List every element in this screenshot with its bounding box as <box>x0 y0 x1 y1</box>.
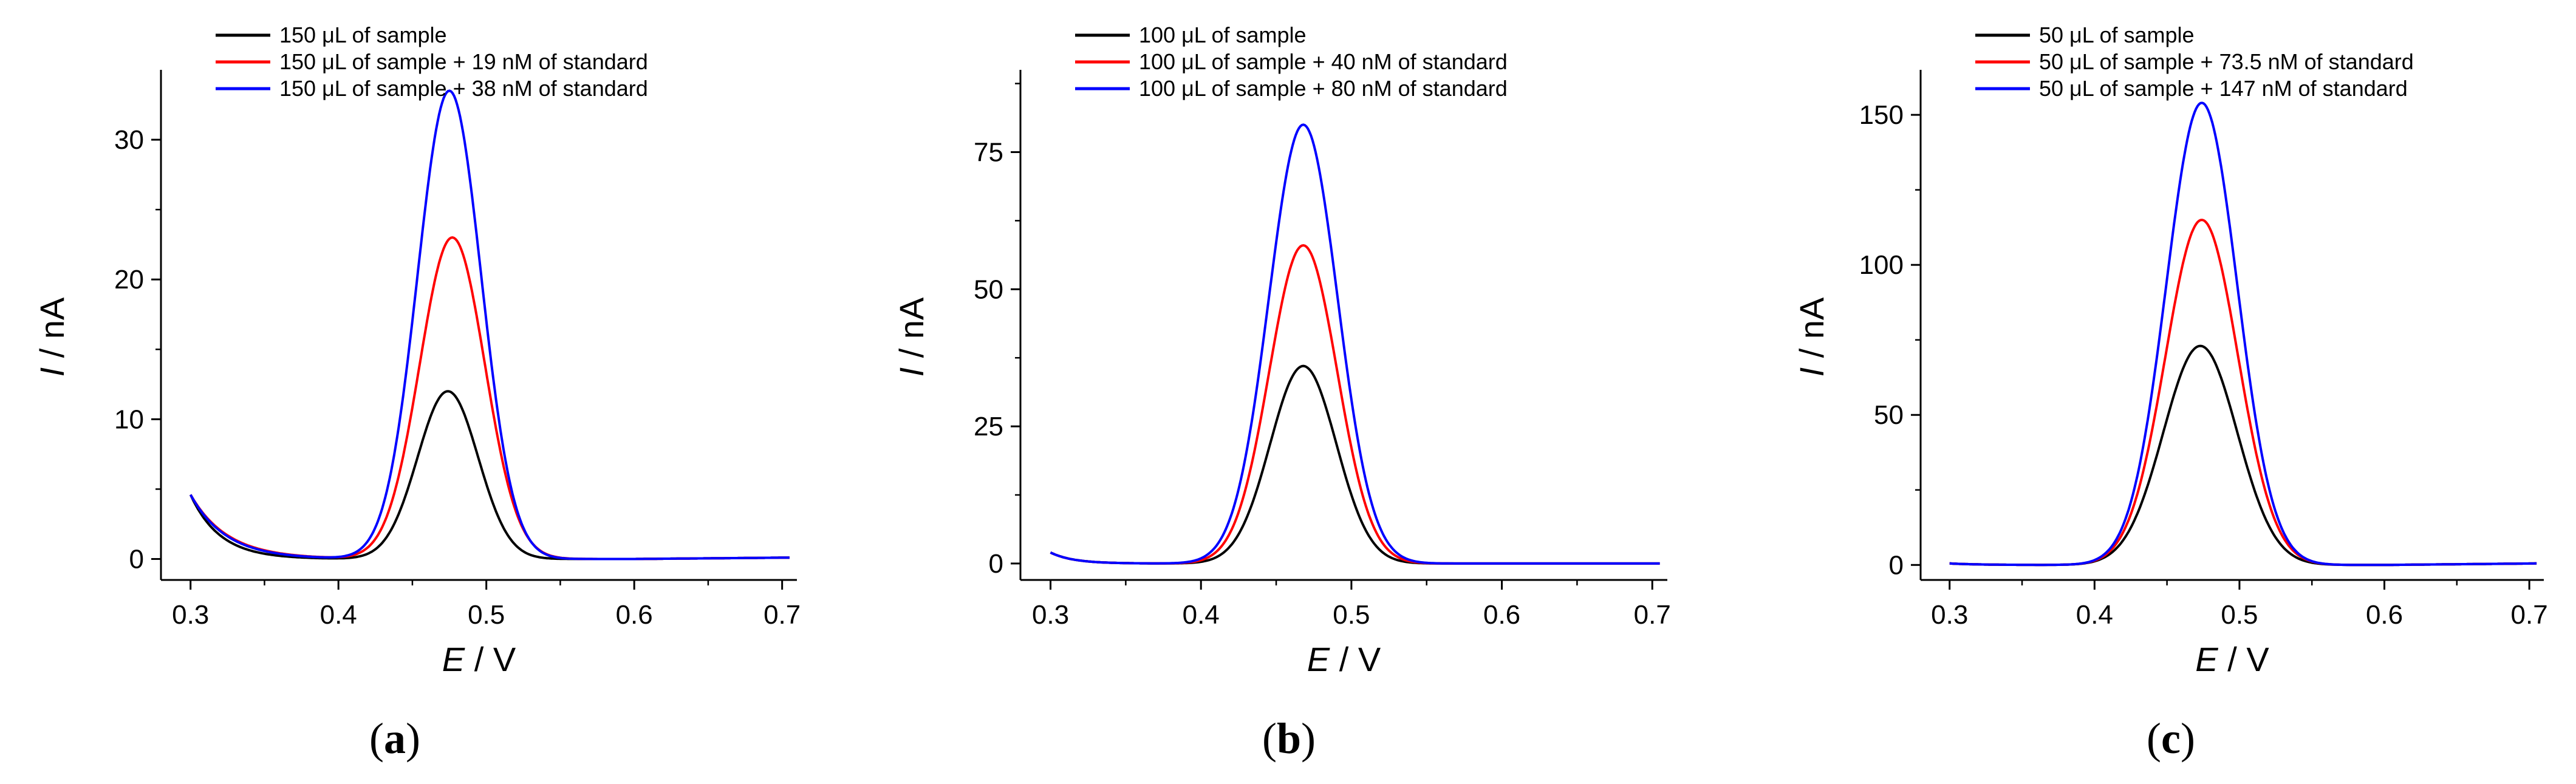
panel-label-letter: c <box>2161 714 2181 763</box>
y-tick-label: 10 <box>114 404 144 434</box>
series-line-3 <box>189 89 790 561</box>
y-tick-label: 100 <box>1859 250 1904 280</box>
y-tick-label: 0 <box>1889 550 1904 580</box>
y-tick-label: 20 <box>114 265 144 295</box>
panel-label-close-paren: ) <box>2181 714 2195 763</box>
x-axis-variable: E <box>1307 640 1330 678</box>
x-tick-label: 0.5 <box>2221 600 2258 630</box>
panel-label-open-paren: ( <box>369 714 384 763</box>
y-tick-label: 75 <box>974 137 1003 167</box>
y-axis-variable: I <box>33 367 71 377</box>
legend-entry: 100 μL of sample + 80 nM of standard <box>1139 76 1508 101</box>
x-tick-label: 0.5 <box>468 600 505 630</box>
x-tick-label: 0.7 <box>764 600 801 630</box>
series-line-2 <box>1050 244 1660 565</box>
series-line-3 <box>1949 101 2537 567</box>
x-tick-label: 0.6 <box>2366 600 2403 630</box>
x-tick-label: 0.6 <box>1483 600 1520 630</box>
series-line-1 <box>189 390 790 561</box>
y-axis-variable: I <box>1792 367 1831 377</box>
legend-entry: 50 μL of sample + 147 nM of standard <box>2039 76 2408 101</box>
y-tick-label: 150 <box>1859 100 1904 130</box>
legend-entry: 100 μL of sample + 40 nM of standard <box>1139 49 1508 74</box>
y-tick-label: 50 <box>1874 400 1904 430</box>
y-tick-label: 30 <box>114 125 144 155</box>
legend-entry: 50 μL of sample + 73.5 nM of standard <box>2039 49 2414 74</box>
series-line-2 <box>189 236 790 561</box>
panel-label: (a) <box>369 714 420 763</box>
x-tick-label: 0.7 <box>1634 600 1671 630</box>
panel-label: (b) <box>1262 714 1316 763</box>
panel-label-close-paren: ) <box>1301 714 1316 763</box>
x-axis-variable: E <box>442 640 465 678</box>
panel-label-open-paren: ( <box>2147 714 2161 763</box>
x-tick-label: 0.4 <box>320 600 357 630</box>
x-tick-label: 0.7 <box>2511 600 2548 630</box>
y-axis-variable: I <box>892 367 931 377</box>
legend-entry: 150 μL of sample + 19 nM of standard <box>279 49 648 74</box>
panel-label-letter: a <box>384 714 406 763</box>
x-tick-label: 0.3 <box>1032 600 1069 630</box>
y-axis-label: I / nA <box>33 297 71 377</box>
legend-entry: 50 μL of sample <box>2039 22 2195 47</box>
chart-panel-c: 0.3 0.4 0.5 0.6 0.7 0 50 100 150 E / V I / nA 50 μL… <box>1792 22 2548 763</box>
chart-panel-a: 0.3 0.4 0.5 0.6 0.7 0 10 20 30 E / V I / nA 150 μL … <box>33 22 801 763</box>
x-axis-label: E / V <box>2195 640 2269 678</box>
panel-label-close-paren: ) <box>406 714 420 763</box>
y-axis-label: I / nA <box>892 297 931 377</box>
y-tick-label: 0 <box>129 544 144 574</box>
x-tick-label: 0.3 <box>172 600 209 630</box>
x-axis-unit: / V <box>465 640 516 678</box>
panel-label-open-paren: ( <box>1262 714 1277 763</box>
series-line-3 <box>1050 123 1660 565</box>
y-axis-unit: / nA <box>1792 297 1831 367</box>
panel-label-letter: b <box>1277 714 1301 763</box>
panel-label: (c) <box>2147 714 2195 763</box>
y-tick-label: 25 <box>974 412 1003 441</box>
x-tick-label: 0.4 <box>1183 600 1220 630</box>
y-tick-label: 50 <box>974 274 1003 304</box>
x-axis-label: E / V <box>442 640 516 678</box>
x-tick-label: 0.6 <box>616 600 653 630</box>
x-axis-unit: / V <box>1330 640 1381 678</box>
y-axis-unit: / nA <box>892 297 931 367</box>
x-tick-label: 0.3 <box>1931 600 1968 630</box>
legend-entry: 150 μL of sample + 38 nM of standard <box>279 76 648 101</box>
x-axis-variable: E <box>2195 640 2218 678</box>
x-tick-label: 0.4 <box>2076 600 2113 630</box>
y-axis-unit: / nA <box>33 297 71 367</box>
legend-entry: 150 μL of sample <box>279 22 447 47</box>
x-tick-label: 0.5 <box>1333 600 1370 630</box>
x-axis-unit: / V <box>2218 640 2270 678</box>
legend-entry: 100 μL of sample <box>1139 22 1307 47</box>
y-tick-label: 0 <box>989 549 1003 579</box>
chart-panel-b: 0.3 0.4 0.5 0.6 0.7 0 25 50 75 E / V I / nA 100 μL … <box>892 22 1671 763</box>
series-line-2 <box>1949 219 2537 567</box>
x-axis-label: E / V <box>1307 640 1381 678</box>
y-axis-label: I / nA <box>1792 297 1831 377</box>
